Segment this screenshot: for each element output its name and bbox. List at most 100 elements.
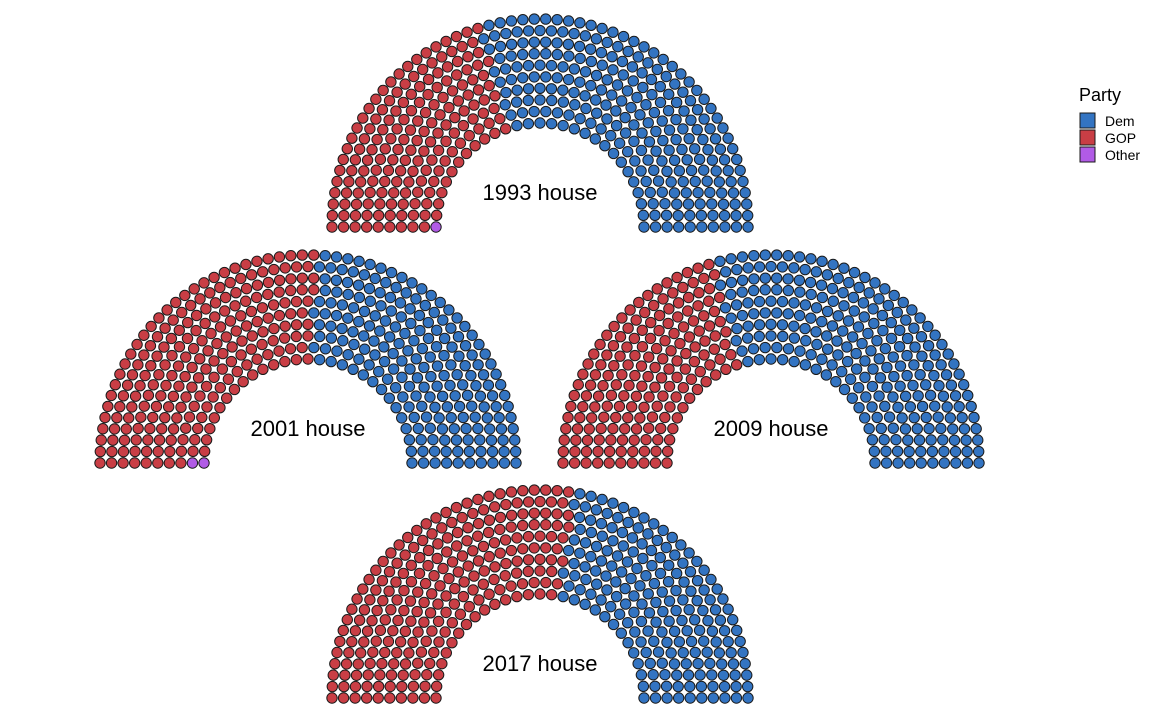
seat-gop — [177, 433, 189, 446]
seat-gop — [147, 379, 160, 391]
seat-dem — [685, 164, 698, 177]
seat-dem — [759, 272, 772, 284]
seat-gop — [358, 636, 370, 648]
seat-gop — [385, 669, 398, 681]
seat-gop — [636, 324, 648, 336]
seat-gop — [483, 117, 495, 129]
seat-gop — [285, 250, 297, 262]
seat-dem — [649, 692, 662, 704]
seat-gop — [117, 390, 130, 402]
seat-dem — [671, 198, 683, 210]
seat-gop — [405, 88, 417, 100]
seat-gop — [650, 445, 662, 458]
seat-dem — [729, 669, 741, 681]
seat-gop — [431, 81, 443, 94]
seat-gop — [494, 511, 507, 524]
seat-gop — [412, 155, 424, 167]
seat-dem — [704, 123, 716, 135]
house-2: 2009 house — [557, 249, 985, 469]
seat-gop — [204, 422, 216, 435]
seat-dem — [308, 341, 320, 354]
seat-dem — [908, 411, 920, 424]
seat-gop — [414, 80, 426, 93]
seat-dem — [731, 153, 743, 166]
seat-dem — [948, 434, 961, 446]
seat-dem — [776, 295, 789, 308]
seat-dem — [405, 445, 418, 458]
seat-gop — [619, 423, 631, 435]
seat-dem — [866, 380, 879, 393]
seat-gop — [114, 400, 126, 413]
seat-gop — [719, 338, 731, 351]
seat-dem — [522, 25, 535, 37]
seat-dem — [691, 574, 704, 587]
seat-gop — [153, 312, 165, 324]
seat-dem — [717, 669, 730, 681]
seat-gop — [477, 504, 490, 516]
seat-gop — [216, 363, 229, 375]
seat-gop — [649, 381, 661, 393]
seat-dem — [852, 382, 865, 394]
seat-gop — [208, 371, 220, 384]
seat-dem — [794, 345, 806, 357]
seat-gop — [511, 555, 523, 567]
seat-gop — [390, 576, 402, 588]
seat-dem — [771, 341, 783, 354]
seat-dem — [488, 66, 501, 78]
seat-gop — [262, 253, 274, 265]
seat-dem — [736, 286, 748, 298]
seat-dem — [689, 646, 701, 659]
seat-dem — [714, 279, 727, 291]
seat-dem — [463, 445, 476, 458]
seat-dem — [574, 112, 586, 125]
seat-gop — [397, 96, 410, 109]
seat-dem — [477, 369, 490, 381]
seat-dem — [336, 359, 349, 371]
seat-dem — [373, 365, 385, 378]
seat-dem — [729, 198, 741, 210]
seat-dem — [847, 291, 860, 304]
seat-dem — [642, 57, 654, 69]
seat-gop — [534, 565, 546, 577]
seat-gop — [494, 547, 506, 559]
seat-dem — [522, 59, 535, 72]
seat-gop — [488, 102, 500, 115]
seat-dem — [698, 564, 710, 576]
house-label: 2017 house — [483, 651, 598, 676]
seat-dem — [776, 261, 789, 273]
seat-dem — [616, 55, 629, 68]
seat-gop — [608, 320, 620, 333]
seat-dem — [466, 329, 478, 341]
seat-dem — [668, 154, 681, 167]
seat-gop — [160, 379, 172, 392]
seat-dem — [439, 434, 451, 446]
seat-dem — [707, 692, 720, 704]
seat-gop — [472, 59, 484, 71]
seat-dem — [539, 36, 552, 48]
seat-gop — [407, 636, 419, 648]
seat-gop — [117, 457, 129, 469]
seat-dem — [632, 51, 644, 63]
seat-dem — [960, 434, 972, 446]
seat-gop — [251, 315, 263, 328]
seat-gop — [349, 209, 362, 222]
seat-dem — [753, 353, 766, 366]
seat-gop — [424, 607, 437, 619]
seat-gop — [433, 165, 445, 177]
seat-gop — [392, 143, 404, 156]
seat-gop — [449, 111, 461, 124]
seat-dem — [395, 311, 407, 323]
seat-gop — [175, 401, 187, 413]
seat-dem — [648, 164, 660, 177]
seat-gop — [651, 283, 663, 295]
seat-dem — [352, 279, 365, 291]
seat-dem — [607, 64, 619, 76]
seat-gop — [245, 343, 258, 355]
seat-dem — [678, 576, 690, 588]
seat-gop — [362, 669, 374, 681]
seat-gop — [615, 445, 627, 458]
seat-gop — [397, 198, 409, 210]
seat-dem — [459, 320, 471, 333]
seat-dem — [924, 389, 937, 402]
seat-dem — [414, 324, 426, 337]
